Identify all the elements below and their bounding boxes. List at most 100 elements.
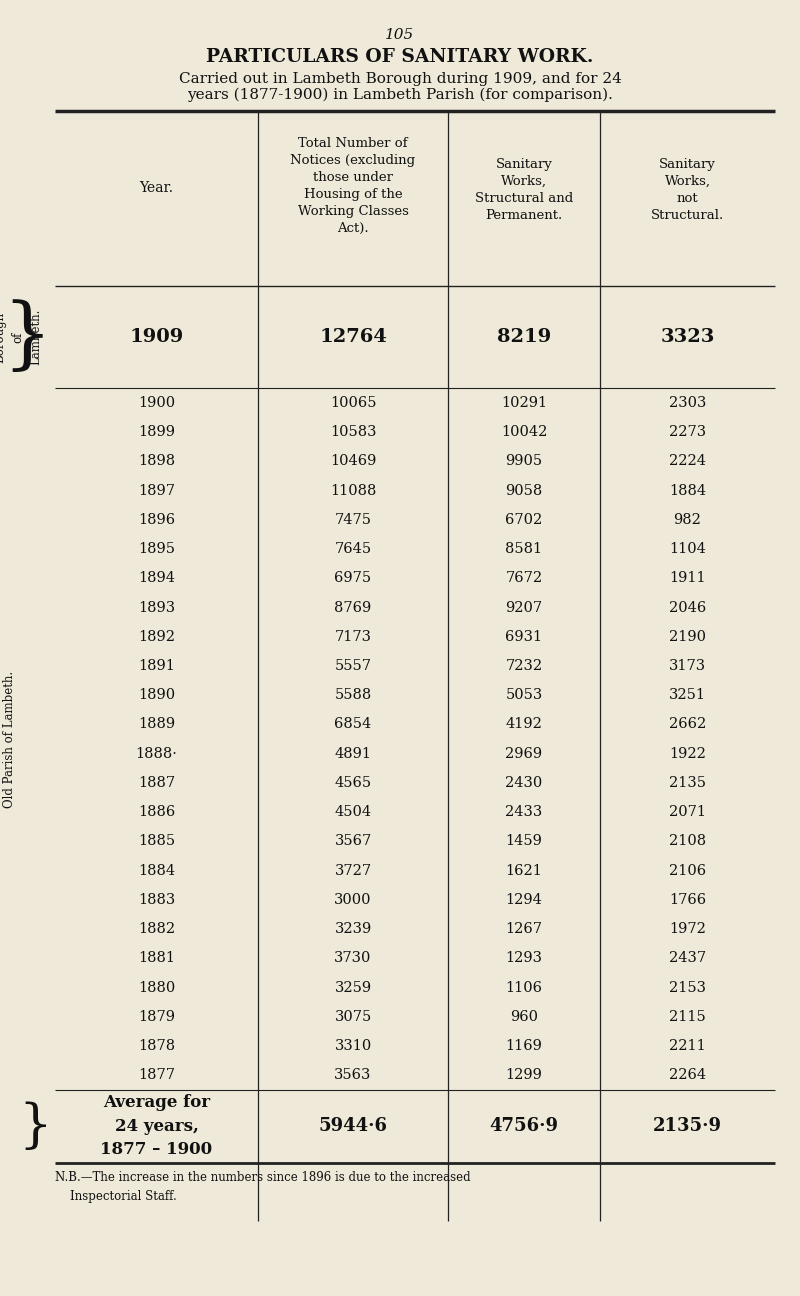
Text: }: } <box>2 299 52 375</box>
Text: 1884: 1884 <box>138 863 175 877</box>
Text: 5053: 5053 <box>506 688 542 702</box>
Text: 1879: 1879 <box>138 1010 175 1024</box>
Text: 10583: 10583 <box>330 425 376 439</box>
Text: 8219: 8219 <box>497 328 551 346</box>
Text: 1889: 1889 <box>138 718 175 731</box>
Text: 3251: 3251 <box>669 688 706 702</box>
Text: 3727: 3727 <box>334 863 371 877</box>
Text: 1884: 1884 <box>669 483 706 498</box>
Text: 1293: 1293 <box>506 951 542 966</box>
Text: 1882: 1882 <box>138 923 175 936</box>
Text: 4504: 4504 <box>334 805 371 819</box>
Text: Works,: Works, <box>501 175 547 188</box>
Text: 6931: 6931 <box>506 630 542 644</box>
Text: 2108: 2108 <box>669 835 706 849</box>
Text: 1621: 1621 <box>506 863 542 877</box>
Text: 1459: 1459 <box>506 835 542 849</box>
Text: 1887: 1887 <box>138 776 175 791</box>
Text: 3310: 3310 <box>334 1039 372 1054</box>
Text: 3173: 3173 <box>669 660 706 673</box>
Text: 1890: 1890 <box>138 688 175 702</box>
Text: 1169: 1169 <box>506 1039 542 1054</box>
Text: 1299: 1299 <box>506 1068 542 1082</box>
Text: 1885: 1885 <box>138 835 175 849</box>
Text: 5557: 5557 <box>334 660 371 673</box>
Text: 1883: 1883 <box>138 893 175 907</box>
Text: 2662: 2662 <box>669 718 706 731</box>
Text: Year.: Year. <box>139 181 174 196</box>
Text: 1104: 1104 <box>669 542 706 556</box>
Text: 7645: 7645 <box>334 542 371 556</box>
Text: 7475: 7475 <box>334 513 371 527</box>
Text: 7672: 7672 <box>506 572 542 586</box>
Text: 105: 105 <box>386 29 414 41</box>
Text: Old Parish of Lambeth.: Old Parish of Lambeth. <box>3 670 17 807</box>
Text: 2224: 2224 <box>669 455 706 468</box>
Text: 7232: 7232 <box>506 660 542 673</box>
Text: 10291: 10291 <box>501 397 547 410</box>
Text: Average for
24 years,
1877 – 1900: Average for 24 years, 1877 – 1900 <box>101 1094 213 1159</box>
Text: 1886: 1886 <box>138 805 175 819</box>
Text: 1897: 1897 <box>138 483 175 498</box>
Text: 1294: 1294 <box>506 893 542 907</box>
Text: 8769: 8769 <box>334 600 372 614</box>
Text: 2433: 2433 <box>506 805 542 819</box>
Text: Sanitary: Sanitary <box>495 158 553 171</box>
Text: 1888·: 1888· <box>135 746 178 761</box>
Text: 5588: 5588 <box>334 688 372 702</box>
Text: 6702: 6702 <box>506 513 542 527</box>
Text: 2211: 2211 <box>669 1039 706 1054</box>
Text: 1894: 1894 <box>138 572 175 586</box>
Text: 6854: 6854 <box>334 718 372 731</box>
Text: 1895: 1895 <box>138 542 175 556</box>
Text: years (1877-1900) in Lambeth Parish (for comparison).: years (1877-1900) in Lambeth Parish (for… <box>187 88 613 102</box>
Text: 1972: 1972 <box>669 923 706 936</box>
Text: 5944·6: 5944·6 <box>318 1117 387 1135</box>
Text: 1878: 1878 <box>138 1039 175 1054</box>
Text: 2303: 2303 <box>669 397 706 410</box>
Text: those under: those under <box>313 171 393 184</box>
Text: 3075: 3075 <box>334 1010 372 1024</box>
Text: 2430: 2430 <box>506 776 542 791</box>
Text: 2273: 2273 <box>669 425 706 439</box>
Text: 8581: 8581 <box>506 542 542 556</box>
Text: {: { <box>0 494 52 984</box>
Text: 3563: 3563 <box>334 1068 372 1082</box>
Text: 1891: 1891 <box>138 660 175 673</box>
Text: 2264: 2264 <box>669 1068 706 1082</box>
Text: 1880: 1880 <box>138 981 175 994</box>
Text: 982: 982 <box>674 513 702 527</box>
Text: 9207: 9207 <box>506 600 542 614</box>
Text: 2969: 2969 <box>506 746 542 761</box>
Text: Working Classes: Working Classes <box>298 205 409 218</box>
Text: 1893: 1893 <box>138 600 175 614</box>
Text: 4192: 4192 <box>506 718 542 731</box>
Text: 1106: 1106 <box>506 981 542 994</box>
Text: 1899: 1899 <box>138 425 175 439</box>
Text: 3259: 3259 <box>334 981 371 994</box>
Text: Housing of the: Housing of the <box>304 188 402 201</box>
Text: 4756·9: 4756·9 <box>490 1117 558 1135</box>
Text: 4891: 4891 <box>334 746 371 761</box>
Text: 1267: 1267 <box>506 923 542 936</box>
Text: 2071: 2071 <box>669 805 706 819</box>
Text: 6975: 6975 <box>334 572 371 586</box>
Text: Works,: Works, <box>665 175 710 188</box>
Text: 2135: 2135 <box>669 776 706 791</box>
Text: 7173: 7173 <box>334 630 371 644</box>
Text: 2153: 2153 <box>669 981 706 994</box>
Text: not: not <box>677 192 698 205</box>
Text: 10469: 10469 <box>330 455 376 468</box>
Text: 9058: 9058 <box>506 483 542 498</box>
Text: 10065: 10065 <box>330 397 376 410</box>
Text: 2135·9: 2135·9 <box>653 1117 722 1135</box>
Text: 1922: 1922 <box>669 746 706 761</box>
Text: 960: 960 <box>510 1010 538 1024</box>
Text: Notices (excluding: Notices (excluding <box>290 154 415 167</box>
Text: 1909: 1909 <box>130 328 184 346</box>
Text: 3730: 3730 <box>334 951 372 966</box>
Text: 11088: 11088 <box>330 483 376 498</box>
Text: 1898: 1898 <box>138 455 175 468</box>
Text: Permanent.: Permanent. <box>486 209 562 222</box>
Text: 2437: 2437 <box>669 951 706 966</box>
